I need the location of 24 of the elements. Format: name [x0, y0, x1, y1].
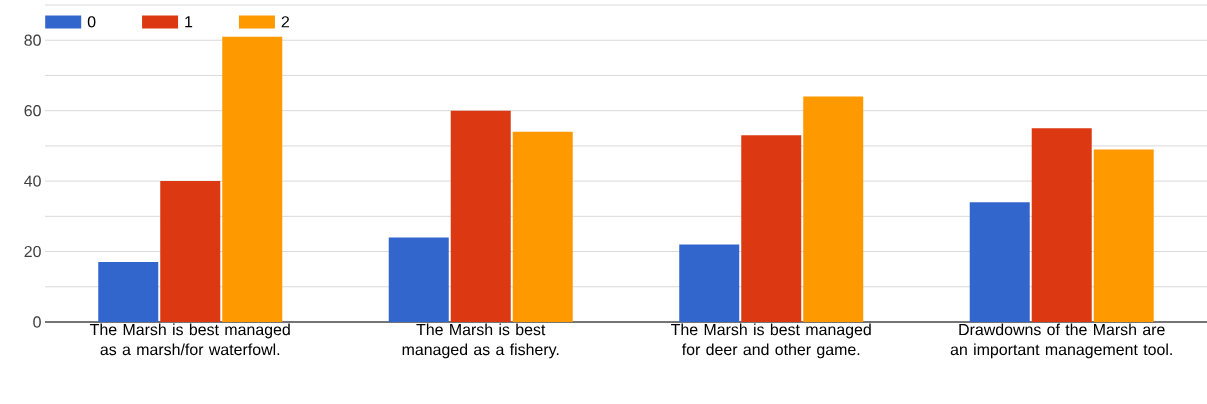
bar: [222, 36, 283, 322]
bar: [388, 237, 449, 322]
legend-label: 1: [185, 16, 193, 28]
bar: [1093, 149, 1154, 322]
y-tick-label: 40: [24, 175, 41, 187]
y-tick-label: 0: [33, 316, 41, 328]
bar: [969, 202, 1030, 322]
bar: [160, 181, 221, 322]
bar: [512, 131, 573, 322]
legend-label: 0: [87, 16, 96, 28]
bar: [98, 262, 159, 322]
y-tick-label: 60: [24, 105, 41, 117]
x-tick-label: The Marsh is best managed as a fishery.: [402, 323, 559, 359]
bar: [803, 96, 864, 322]
x-tick-label: The Marsh is best managed as a marsh/for waterfowl.: [90, 323, 290, 356]
bar: [679, 244, 740, 322]
legend-label: 2: [281, 16, 289, 28]
bar: [450, 110, 511, 322]
y-tick-label: 20: [24, 245, 41, 258]
x-tick-label: The Marsh is best managed for deer and other game.: [671, 323, 871, 359]
bar: [1031, 128, 1092, 322]
x-tick-label: Drawdowns of the Marsh are an important management tool.: [950, 323, 1172, 359]
bar: [741, 135, 802, 322]
y-tick-label: 80: [24, 34, 41, 46]
